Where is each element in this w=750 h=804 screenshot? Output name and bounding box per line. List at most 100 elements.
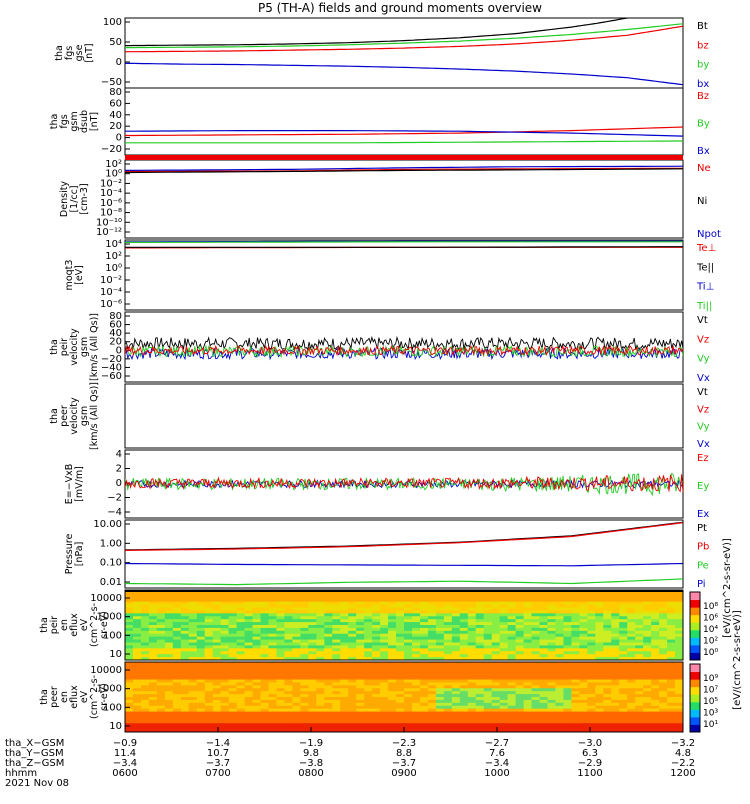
heatmap-cell [483,682,493,686]
heatmap-cell [268,625,277,629]
heatmap-cell [316,714,325,718]
heatmap-cell [260,636,269,641]
heatmap-cell [212,688,222,692]
heatmap-cell [595,717,604,721]
y-tick-label: 10⁻⁶ [100,299,122,310]
heatmap-cell [236,717,246,721]
heatmap-cell [555,720,564,724]
heatmap-cell [475,711,485,715]
heatmap-cell [467,627,477,632]
heatmap-cell [125,627,134,632]
heatmap-cell [539,697,548,701]
heatmap-cell [300,639,309,643]
y-tick-label: 10⁻⁸ [100,208,122,219]
heatmap-cell [595,619,604,623]
series-line-Vt [125,335,683,351]
heatmap-cell [483,630,493,635]
heatmap-cell [324,601,333,606]
heatmap-cell [435,714,445,718]
heatmap-cell [595,720,604,724]
heatmap-cell [156,633,166,638]
heatmap-cell [364,636,373,641]
heatmap-cell [292,723,301,727]
heatmap-cell [388,720,397,724]
heatmap-cell [132,633,142,638]
heatmap-cell [619,673,628,678]
heatmap-cell [675,705,683,710]
heatmap-cell [356,592,365,597]
heatmap-cell [499,616,509,620]
heatmap-cell [643,625,652,629]
heatmap-cell [276,682,285,686]
heatmap-cell [459,682,469,686]
heatmap-cell [507,595,517,600]
heatmap-cell [547,708,556,713]
y-tick-label: 0 [116,57,122,68]
heatmap-cell [627,595,636,600]
heatmap-cell [579,702,588,707]
heatmap-cell [308,699,317,704]
heatmap-cell [587,664,596,669]
heatmap-cell [515,607,525,611]
heatmap-cell [132,720,142,724]
heatmap-cell [571,601,580,606]
heatmap-cell [435,619,445,623]
heatmap-cell [587,604,596,608]
heatmap-cell [523,662,533,666]
heatmap-cell [459,654,469,658]
heatmap-cell [675,607,683,611]
heatmap-cell [125,630,134,635]
heatmap-cell [372,619,381,623]
heatmap-cell [467,633,477,638]
heatmap-cell [611,645,620,649]
heatmap-cell [372,670,381,675]
heatmap-cell [563,604,572,608]
heatmap-cell [348,619,357,623]
heatmap-cell [467,697,477,701]
heatmap-cell [435,654,445,658]
heatmap-cell [196,729,206,732]
heatmap-cell [276,697,285,701]
heatmap-cell [443,592,453,597]
heatmap-cell [164,636,174,641]
heatmap-cell [404,610,413,614]
heatmap-cell [523,694,533,698]
heatmap-cell [475,592,485,597]
heatmap-cell [212,726,222,730]
heatmap-cell [172,613,182,617]
heatmap-cell [467,667,477,672]
heatmap-cell [435,607,445,611]
heatmap-cell [579,610,588,614]
heatmap-cell [308,670,317,675]
heatmap-cell [268,607,277,611]
heatmap-cell [140,613,150,617]
heatmap-cell [579,682,588,686]
heatmap-cell [627,688,636,692]
heatmap-cell [388,604,397,608]
heatmap-cell [388,714,397,718]
heatmap-cell [571,723,580,727]
heatmap-cell [539,688,548,692]
heatmap-cell [571,610,580,614]
y-label-line: fgs [64,46,75,60]
heatmap-cell [443,714,453,718]
heatmap-cell [675,729,683,732]
heatmap-cell [667,714,676,718]
heatmap-cell [619,729,628,732]
heatmap-cell [499,639,509,643]
heatmap-cell [643,651,652,655]
heatmap-cell [164,729,174,732]
heatmap-cell [132,694,142,698]
heatmap-cell [643,726,652,730]
heatmap-cell [244,685,254,689]
heatmap-cell [316,702,325,707]
heatmap-cell [316,613,325,617]
heatmap-cell [619,699,628,704]
heatmap-cell [563,691,572,695]
heatmap-cell [252,714,262,718]
heatmap-cell [252,630,262,635]
heatmap-cell [667,720,676,724]
heatmap-cell [427,633,437,638]
heatmap-cell [236,627,246,632]
heatmap-cell [531,610,541,614]
